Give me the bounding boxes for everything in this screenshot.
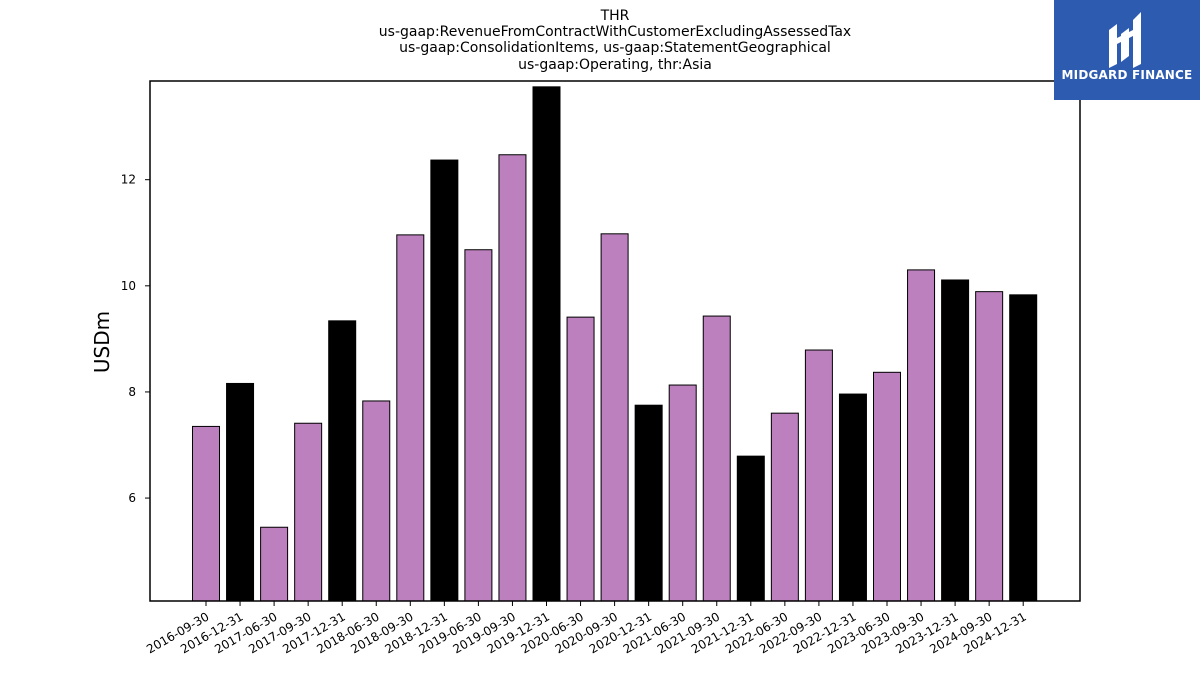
chart-title-line-4: us-gaap:Operating, thr:Asia: [518, 57, 712, 73]
bar-2023-09-30: [907, 269, 936, 602]
y-tick-label: 6: [128, 491, 136, 505]
brand-logo: MIDGARD FINANCE: [1054, 0, 1200, 100]
bar-2017-12-31: [328, 320, 357, 602]
bar-series: [192, 86, 1038, 602]
y-tick-label: 8: [128, 385, 136, 399]
bar-2016-12-31: [226, 382, 255, 602]
chart-title-line-1: THR: [600, 8, 630, 24]
bar-2020-06-30: [566, 316, 595, 602]
y-tick-label: 12: [121, 173, 136, 187]
chart-title-line-2: us-gaap:RevenueFromContractWithCustomerE…: [379, 24, 851, 40]
chart-title: THR us-gaap:RevenueFromContractWithCusto…: [379, 8, 851, 73]
bar-2022-09-30: [804, 349, 833, 602]
bar-2020-12-31: [634, 404, 663, 602]
bar-2021-06-30: [668, 384, 697, 602]
y-axis-ticks: 6 8 10 12: [121, 173, 150, 505]
bar-2019-06-30: [464, 249, 493, 602]
chart-title-line-3: us-gaap:ConsolidationItems, us-gaap:Stat…: [399, 40, 831, 56]
bar-2024-12-31: [1009, 294, 1038, 602]
bar-2017-09-30: [294, 422, 323, 602]
bar-2019-12-31: [532, 86, 561, 602]
bar-2021-09-30: [702, 315, 731, 602]
bar-2023-06-30: [873, 371, 901, 602]
bar-2022-06-30: [770, 412, 799, 602]
x-axis-ticks: 2016-09-302016-12-312017-06-302017-09-30…: [144, 601, 1029, 656]
bar-2022-12-31: [838, 393, 867, 602]
bar-2017-06-30: [260, 526, 289, 602]
bar-2016-09-30: [192, 425, 220, 602]
bar-2018-06-30: [362, 400, 391, 602]
bar-2018-12-31: [430, 159, 459, 602]
bar-2023-12-31: [941, 279, 970, 602]
y-tick-label: 10: [121, 279, 136, 293]
bar-2021-12-31: [736, 455, 765, 602]
bar-2024-09-30: [975, 291, 1004, 602]
bar-2018-09-30: [396, 234, 425, 602]
bar-2020-09-30: [600, 233, 629, 602]
midgard-logo-icon: [1109, 12, 1141, 68]
brand-name: MIDGARD FINANCE: [1061, 68, 1193, 82]
plot-frame: [149, 80, 1081, 602]
y-axis-label: USDm: [90, 311, 114, 373]
bar-2019-09-30: [498, 154, 527, 602]
